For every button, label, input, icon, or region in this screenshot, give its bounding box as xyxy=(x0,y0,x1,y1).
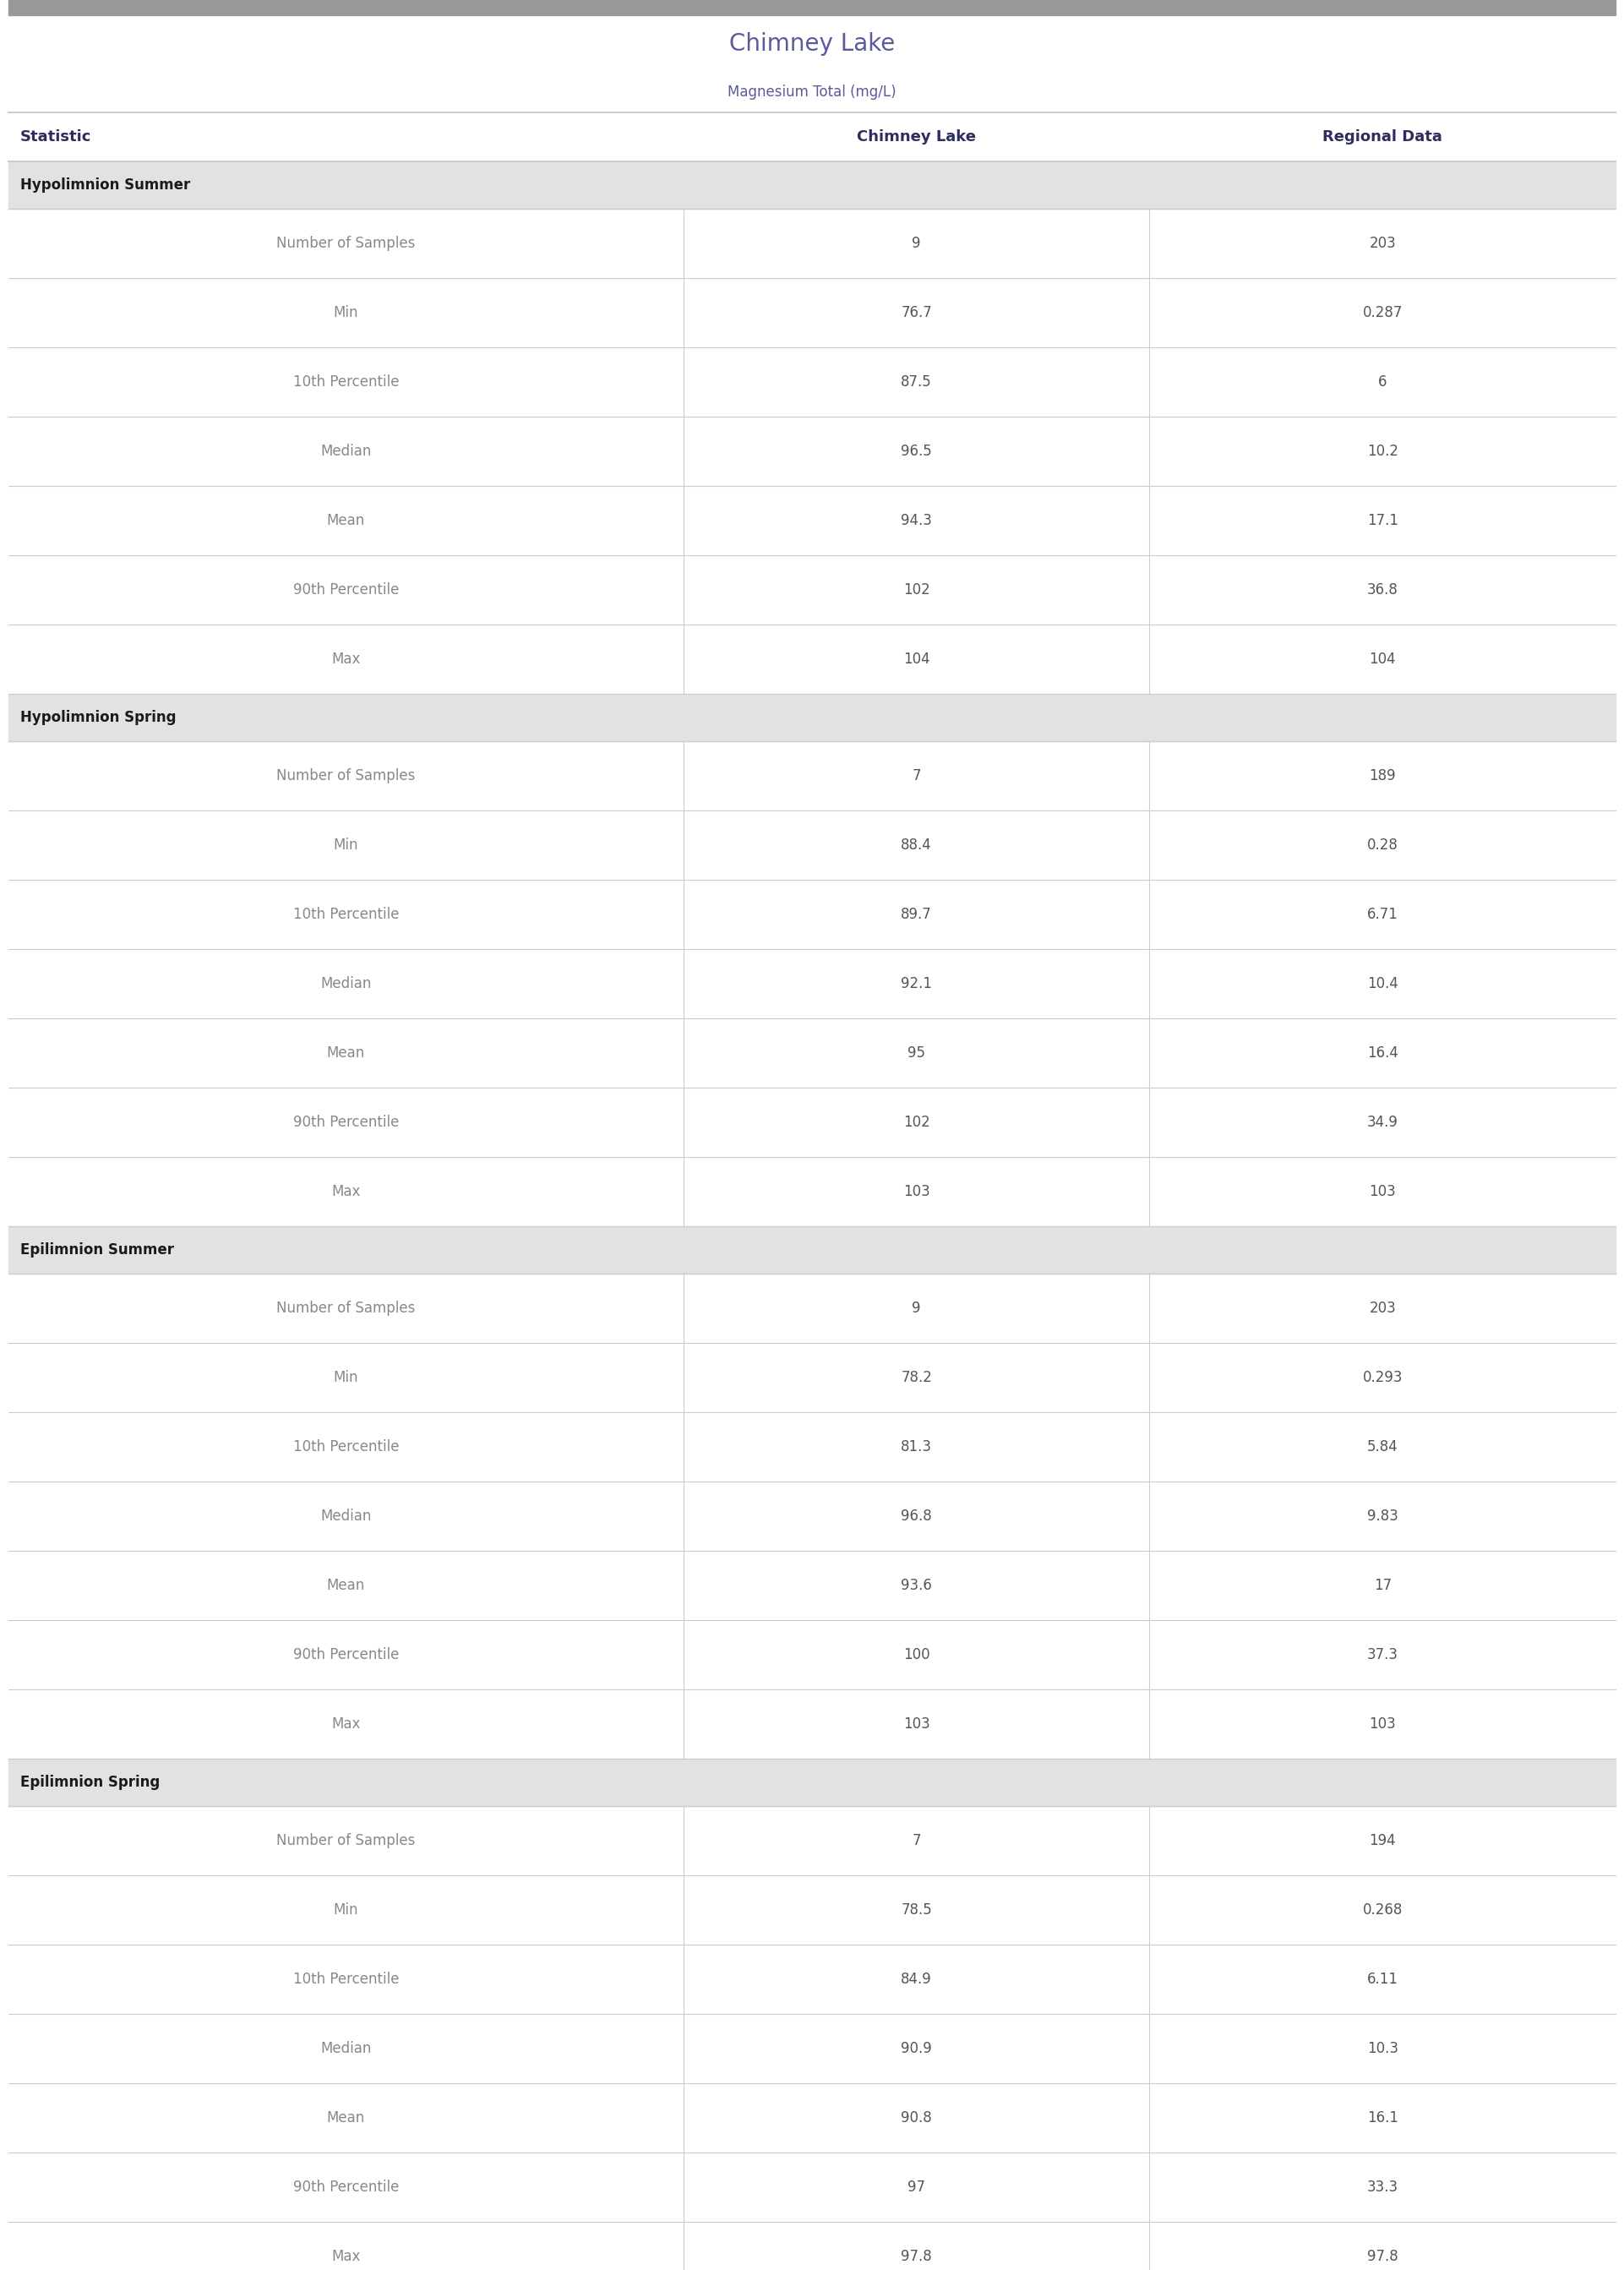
Text: 90th Percentile: 90th Percentile xyxy=(292,1648,400,1662)
Text: 103: 103 xyxy=(903,1185,931,1199)
Text: 7: 7 xyxy=(913,767,921,783)
Text: 87.5: 87.5 xyxy=(901,375,932,390)
Text: Max: Max xyxy=(331,2250,361,2263)
Text: 10.3: 10.3 xyxy=(1367,2041,1398,2057)
Text: Mean: Mean xyxy=(326,513,365,529)
Text: Median: Median xyxy=(320,443,372,459)
Text: 6: 6 xyxy=(1379,375,1387,390)
Text: 96.5: 96.5 xyxy=(901,443,932,459)
Text: 203: 203 xyxy=(1369,1301,1397,1317)
Text: 10.4: 10.4 xyxy=(1367,976,1398,992)
Text: Hypolimnion Spring: Hypolimnion Spring xyxy=(19,711,175,724)
Text: Max: Max xyxy=(331,651,361,667)
Text: 100: 100 xyxy=(903,1648,931,1662)
Text: Median: Median xyxy=(320,2041,372,2057)
Text: 0.268: 0.268 xyxy=(1363,1902,1403,1918)
Text: Hypolimnion Summer: Hypolimnion Summer xyxy=(19,177,190,193)
Text: 5.84: 5.84 xyxy=(1367,1439,1398,1455)
Text: 10.2: 10.2 xyxy=(1367,443,1398,459)
Text: 78.2: 78.2 xyxy=(901,1369,932,1385)
Text: 203: 203 xyxy=(1369,236,1397,252)
Text: 7: 7 xyxy=(913,1834,921,1848)
Text: 89.7: 89.7 xyxy=(901,906,932,922)
Text: Median: Median xyxy=(320,1510,372,1523)
Bar xyxy=(8,0,1616,16)
Text: 36.8: 36.8 xyxy=(1367,583,1398,597)
Text: Median: Median xyxy=(320,976,372,992)
Text: 10th Percentile: 10th Percentile xyxy=(292,1973,400,1986)
Text: 78.5: 78.5 xyxy=(901,1902,932,1918)
Text: 84.9: 84.9 xyxy=(901,1973,932,1986)
Text: 103: 103 xyxy=(1369,1185,1397,1199)
Text: 0.287: 0.287 xyxy=(1363,304,1403,320)
Text: 104: 104 xyxy=(903,651,931,667)
Text: Regional Data: Regional Data xyxy=(1322,129,1442,145)
Text: 104: 104 xyxy=(1369,651,1397,667)
Text: 97: 97 xyxy=(908,2179,926,2195)
Text: 6.71: 6.71 xyxy=(1367,906,1398,922)
Text: 92.1: 92.1 xyxy=(901,976,932,992)
Text: Max: Max xyxy=(331,1185,361,1199)
Text: Number of Samples: Number of Samples xyxy=(276,1301,416,1317)
Text: 102: 102 xyxy=(903,583,931,597)
Bar xyxy=(8,161,1616,209)
Text: 94.3: 94.3 xyxy=(901,513,932,529)
Text: Number of Samples: Number of Samples xyxy=(276,767,416,783)
Text: Magnesium Total (mg/L): Magnesium Total (mg/L) xyxy=(728,84,896,100)
Text: 10th Percentile: 10th Percentile xyxy=(292,375,400,390)
Text: 16.1: 16.1 xyxy=(1367,2111,1398,2125)
Text: 103: 103 xyxy=(903,1716,931,1732)
Text: Number of Samples: Number of Samples xyxy=(276,1834,416,1848)
Text: 93.6: 93.6 xyxy=(901,1578,932,1594)
Text: 90.9: 90.9 xyxy=(901,2041,932,2057)
Text: Mean: Mean xyxy=(326,1046,365,1060)
Text: Mean: Mean xyxy=(326,2111,365,2125)
Bar xyxy=(8,695,1616,742)
Text: 96.8: 96.8 xyxy=(901,1510,932,1523)
Text: 33.3: 33.3 xyxy=(1367,2179,1398,2195)
Text: 9.83: 9.83 xyxy=(1367,1510,1398,1523)
Text: 90th Percentile: 90th Percentile xyxy=(292,583,400,597)
Text: 16.4: 16.4 xyxy=(1367,1046,1398,1060)
Text: 6.11: 6.11 xyxy=(1367,1973,1398,1986)
Text: Min: Min xyxy=(333,304,359,320)
Text: 37.3: 37.3 xyxy=(1367,1648,1398,1662)
Text: 103: 103 xyxy=(1369,1716,1397,1732)
Bar xyxy=(8,1759,1616,1807)
Text: 9: 9 xyxy=(913,1301,921,1317)
Text: 0.28: 0.28 xyxy=(1367,838,1398,854)
Text: 90.8: 90.8 xyxy=(901,2111,932,2125)
Text: 88.4: 88.4 xyxy=(901,838,932,854)
Text: Mean: Mean xyxy=(326,1578,365,1594)
Text: Epilimnion Summer: Epilimnion Summer xyxy=(19,1242,174,1258)
Text: 76.7: 76.7 xyxy=(901,304,932,320)
Text: Min: Min xyxy=(333,1369,359,1385)
Text: 95: 95 xyxy=(908,1046,926,1060)
Text: 189: 189 xyxy=(1369,767,1397,783)
Text: 81.3: 81.3 xyxy=(901,1439,932,1455)
Text: 34.9: 34.9 xyxy=(1367,1115,1398,1130)
Text: 97.8: 97.8 xyxy=(901,2250,932,2263)
Text: 97.8: 97.8 xyxy=(1367,2250,1398,2263)
Text: 194: 194 xyxy=(1369,1834,1397,1848)
Text: Chimney Lake: Chimney Lake xyxy=(857,129,976,145)
Text: 102: 102 xyxy=(903,1115,931,1130)
Text: Number of Samples: Number of Samples xyxy=(276,236,416,252)
Text: 0.293: 0.293 xyxy=(1363,1369,1403,1385)
Text: 90th Percentile: 90th Percentile xyxy=(292,2179,400,2195)
Text: Epilimnion Spring: Epilimnion Spring xyxy=(19,1775,159,1791)
Text: Statistic: Statistic xyxy=(19,129,91,145)
Text: Min: Min xyxy=(333,838,359,854)
Text: Max: Max xyxy=(331,1716,361,1732)
Text: Chimney Lake: Chimney Lake xyxy=(729,32,895,57)
Text: 10th Percentile: 10th Percentile xyxy=(292,906,400,922)
Bar xyxy=(8,1226,1616,1273)
Text: Min: Min xyxy=(333,1902,359,1918)
Text: 90th Percentile: 90th Percentile xyxy=(292,1115,400,1130)
Text: 10th Percentile: 10th Percentile xyxy=(292,1439,400,1455)
Text: 9: 9 xyxy=(913,236,921,252)
Text: 17: 17 xyxy=(1374,1578,1392,1594)
Text: 17.1: 17.1 xyxy=(1367,513,1398,529)
